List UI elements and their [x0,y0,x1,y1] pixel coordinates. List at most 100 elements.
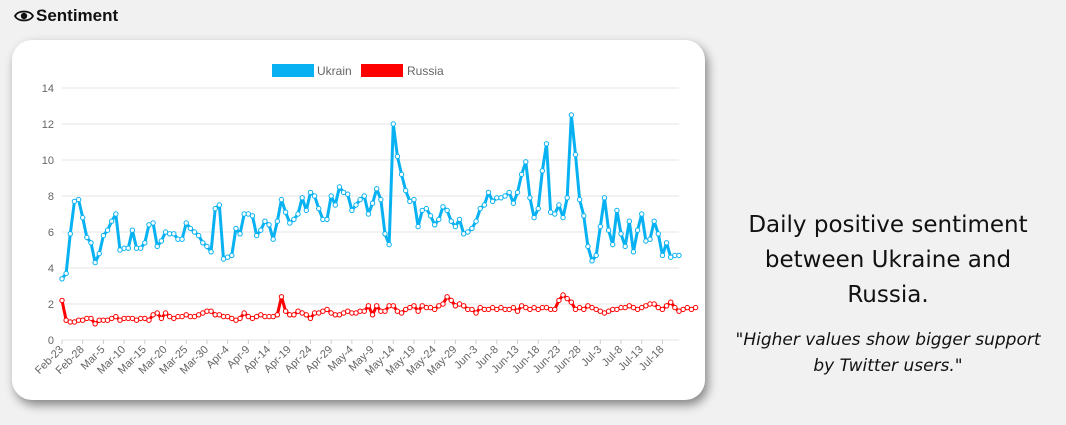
data-point-ukrain [535,205,541,212]
data-point-ukrain [88,240,94,246]
data-point-russia [146,317,152,323]
data-point-ukrain [258,227,264,233]
x-tick-label: Jul-3 [579,344,604,369]
data-point-ukrain [100,232,107,239]
data-point-russia [361,308,367,314]
data-point-ukrain [282,209,289,215]
data-point-russia [291,312,297,318]
data-point-ukrain [158,238,165,244]
data-point-russia [59,297,65,304]
data-point-ukrain [142,240,148,246]
data-point-ukrain [605,227,612,233]
data-point-ukrain [572,151,579,158]
data-point-ukrain [179,236,185,242]
data-point-ukrain [618,231,624,237]
data-point-russia [307,315,314,322]
data-point-russia [444,294,450,300]
data-point-ukrain [518,171,525,178]
series-line-ukrain [60,113,679,280]
data-point-ukrain [216,202,223,208]
data-point-ukrain [622,243,628,250]
data-point-russia [672,304,678,311]
data-point-russia [581,306,587,313]
data-point-russia [274,312,281,318]
data-point-russia [448,297,454,304]
data-point-ukrain [316,205,322,212]
data-point-ukrain [204,243,210,250]
data-point-ukrain [287,220,293,226]
data-point-russia [469,306,475,313]
data-point-ukrain [510,200,517,206]
description-note: "Higher values show bigger support by Tw… [735,330,1041,376]
data-point-ukrain [589,258,595,264]
data-point-ukrain [129,227,136,233]
y-tick-label: 0 [48,335,54,347]
chart-card: 0 2 4 6 8 10 12 14 Feb-23 Feb-28 Mar-5 Mar-10 Mar-15… [12,40,705,400]
data-point-ukrain [229,252,235,259]
data-point-russia [659,306,666,313]
data-point-ukrain [187,225,194,232]
data-point-ukrain [336,184,343,190]
legend-swatch-russia [361,64,403,77]
data-point-russia [365,303,372,309]
data-point-ukrain [191,229,198,235]
data-point-ukrain [183,220,189,226]
data-point-ukrain [473,218,479,224]
data-point-russia [154,310,160,316]
data-point-ukrain [278,196,285,203]
data-point-ukrain [597,223,604,230]
data-point-ukrain [659,252,666,259]
data-point-russia [431,306,438,313]
data-point-ukrain [80,214,86,221]
data-point-ukrain [663,240,670,246]
data-point-ukrain [328,193,334,199]
y-tick-label: 12 [42,119,54,131]
data-point-ukrain [481,202,488,208]
data-point-russia [390,303,396,309]
data-point-ukrain [485,189,492,196]
data-point-ukrain [365,211,372,217]
legend-label-ukrain: Ukrain [317,64,352,78]
data-point-ukrain [59,276,65,282]
eye-icon [14,10,34,22]
data-point-ukrain [113,211,119,217]
data-point-russia [278,294,285,300]
data-point-ukrain [378,196,384,203]
section-title: Sentiment [36,6,119,25]
data-point-ukrain [394,153,401,160]
data-point-ukrain [374,186,380,192]
data-point-ukrain [154,243,160,250]
data-point-ukrain [465,229,471,235]
data-point-russia [552,306,558,313]
data-point-ukrain [506,189,512,196]
y-tick-label: 2 [48,299,54,311]
data-point-ukrain [361,193,367,199]
data-point-russia [692,304,699,311]
data-point-ukrain [634,227,641,233]
y-tick-label: 10 [42,155,54,167]
data-point-ukrain [291,216,297,223]
data-point-ukrain [104,227,111,233]
data-point-russia [663,303,670,309]
data-point-russia [324,306,330,313]
data-point-ukrain [402,187,409,194]
data-point-ukrain [349,207,355,214]
data-point-russia [440,301,446,307]
data-point-ukrain [212,205,218,212]
data-point-ukrain [150,220,156,226]
data-point-russia [564,295,570,302]
data-point-ukrain [514,189,521,196]
data-point-ukrain [552,211,558,217]
data-point-russia [668,299,674,305]
y-tick-label: 8 [48,191,54,203]
data-point-russia [158,315,165,322]
data-point-ukrain [171,231,177,237]
data-point-ukrain [452,223,459,230]
data-point-russia [568,299,575,305]
data-point-ukrain [576,196,583,203]
data-point-ukrain [423,205,430,212]
data-point-ukrain [266,222,272,228]
data-point-ukrain [655,231,661,237]
data-point-ukrain [477,205,483,212]
data-point-ukrain [630,249,637,255]
